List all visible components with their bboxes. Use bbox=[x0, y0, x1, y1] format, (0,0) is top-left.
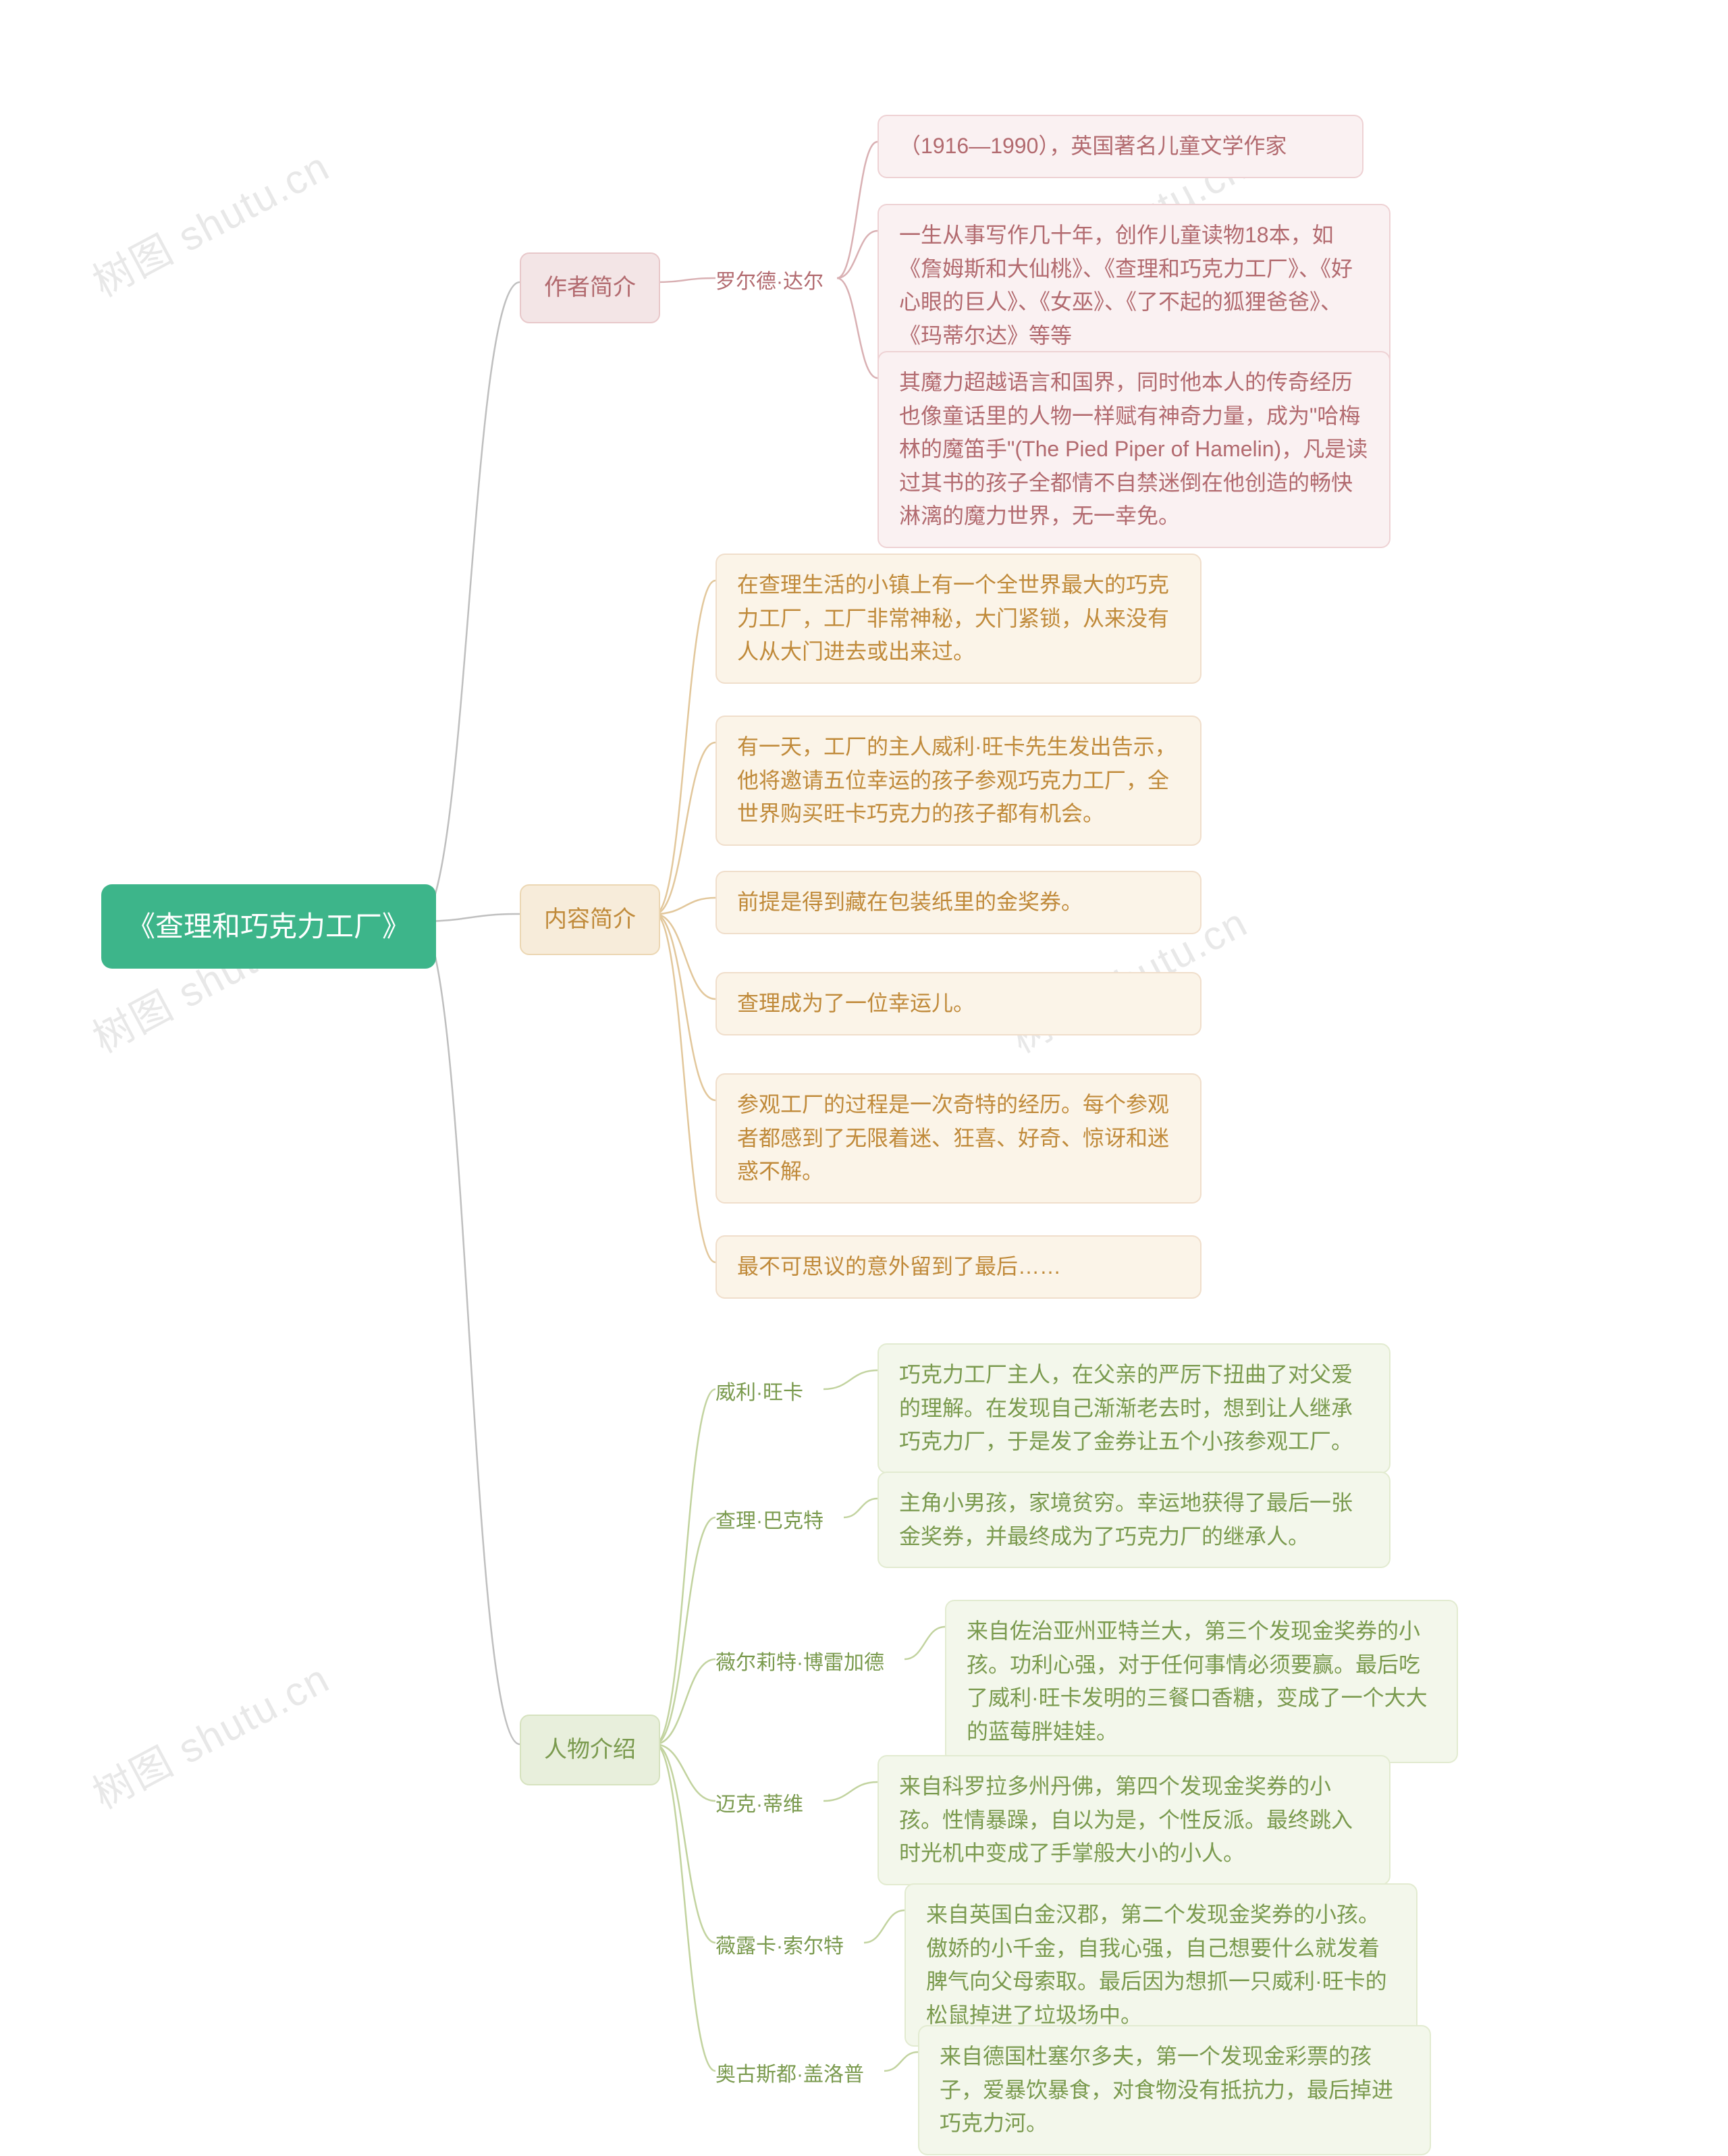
leaf-content-0[interactable]: 在查理生活的小镇上有一个全世界最大的巧克力工厂，工厂非常神秘，大门紧锁，从来没有… bbox=[716, 554, 1202, 684]
connector bbox=[837, 142, 878, 278]
leaf-author-0[interactable]: （1916—1990），英国著名儿童文学作家 bbox=[878, 115, 1364, 178]
connector bbox=[655, 1659, 716, 1744]
connector bbox=[655, 1389, 716, 1744]
connector bbox=[824, 1782, 878, 1801]
connector bbox=[837, 278, 878, 378]
character-desc-1[interactable]: 主角小男孩，家境贫穷。幸运地获得了最后一张金奖券，并最终成为了巧克力厂的继承人。 bbox=[878, 1472, 1390, 1568]
branch-people[interactable]: 人物介绍 bbox=[520, 1715, 660, 1785]
connector bbox=[655, 743, 716, 914]
connector bbox=[655, 898, 716, 914]
watermark: 树图 shutu.cn bbox=[81, 1646, 338, 1821]
mid-label-author[interactable]: 罗尔德·达尔 bbox=[716, 265, 824, 294]
character-name-5[interactable]: 奥古斯都·盖洛普 bbox=[716, 2057, 864, 2087]
root-node[interactable]: 《查理和巧克力工厂》 bbox=[101, 884, 436, 969]
leaf-content-2[interactable]: 前提是得到藏在包装纸里的金奖券。 bbox=[716, 871, 1202, 934]
leaf-author-2[interactable]: 其魔力超越语言和国界，同时他本人的传奇经历也像童话里的人物一样赋有神奇力量，成为… bbox=[878, 351, 1390, 548]
leaf-content-1[interactable]: 有一天，工厂的主人威利·旺卡先生发出告示，他将邀请五位幸运的孩子参观巧克力工厂，… bbox=[716, 716, 1202, 846]
connector bbox=[418, 282, 520, 921]
connector bbox=[837, 231, 878, 278]
leaf-content-4[interactable]: 参观工厂的过程是一次奇特的经历。每个参观者都感到了无限着迷、狂喜、好奇、惊讶和迷… bbox=[716, 1073, 1202, 1204]
character-desc-5[interactable]: 来自德国杜塞尔多夫，第一个发现金彩票的孩子，爱暴饮暴食，对食物没有抵抗力，最后掉… bbox=[918, 2025, 1431, 2155]
connector bbox=[655, 1744, 716, 1801]
watermark: 树图 shutu.cn bbox=[81, 134, 338, 308]
connector bbox=[844, 1499, 878, 1517]
connector bbox=[864, 1910, 905, 1943]
connector bbox=[655, 1744, 716, 1943]
leaf-author-1[interactable]: 一生从事写作几十年，创作儿童读物18本，如《詹姆斯和大仙桃》、《查理和巧克力工厂… bbox=[878, 204, 1390, 367]
connector bbox=[655, 914, 716, 999]
character-name-0[interactable]: 威利·旺卡 bbox=[716, 1376, 803, 1405]
connector bbox=[905, 1627, 945, 1659]
character-desc-3[interactable]: 来自科罗拉多州丹佛，第四个发现金奖券的小孩。性情暴躁，自以为是，个性反派。最终跳… bbox=[878, 1755, 1390, 1885]
connector bbox=[655, 1744, 716, 2071]
character-name-3[interactable]: 迈克·蒂维 bbox=[716, 1787, 803, 1817]
connector bbox=[824, 1370, 878, 1389]
character-name-4[interactable]: 薇露卡·索尔特 bbox=[716, 1929, 844, 1959]
connector bbox=[655, 914, 716, 1100]
branch-content[interactable]: 内容简介 bbox=[520, 884, 660, 955]
connector bbox=[655, 914, 716, 1262]
connector bbox=[418, 921, 520, 1744]
character-desc-4[interactable]: 来自英国白金汉郡，第二个发现金奖券的小孩。傲娇的小千金，自我心强，自己想要什么就… bbox=[905, 1883, 1418, 2047]
connector bbox=[884, 2052, 918, 2071]
leaf-content-5[interactable]: 最不可思议的意外留到了最后…… bbox=[716, 1235, 1202, 1299]
connector bbox=[655, 278, 716, 282]
character-desc-0[interactable]: 巧克力工厂主人，在父亲的严厉下扭曲了对父爱的理解。在发现自己渐渐老去时，想到让人… bbox=[878, 1343, 1390, 1474]
branch-author[interactable]: 作者简介 bbox=[520, 252, 660, 323]
connector bbox=[655, 1517, 716, 1744]
character-name-2[interactable]: 薇尔莉特·博雷加德 bbox=[716, 1646, 884, 1675]
connector bbox=[655, 581, 716, 914]
leaf-content-3[interactable]: 查理成为了一位幸运儿。 bbox=[716, 972, 1202, 1035]
character-desc-2[interactable]: 来自佐治亚州亚特兰大，第三个发现金奖券的小孩。功利心强，对于任何事情必须要赢。最… bbox=[945, 1600, 1458, 1763]
character-name-1[interactable]: 查理·巴克特 bbox=[716, 1504, 824, 1534]
